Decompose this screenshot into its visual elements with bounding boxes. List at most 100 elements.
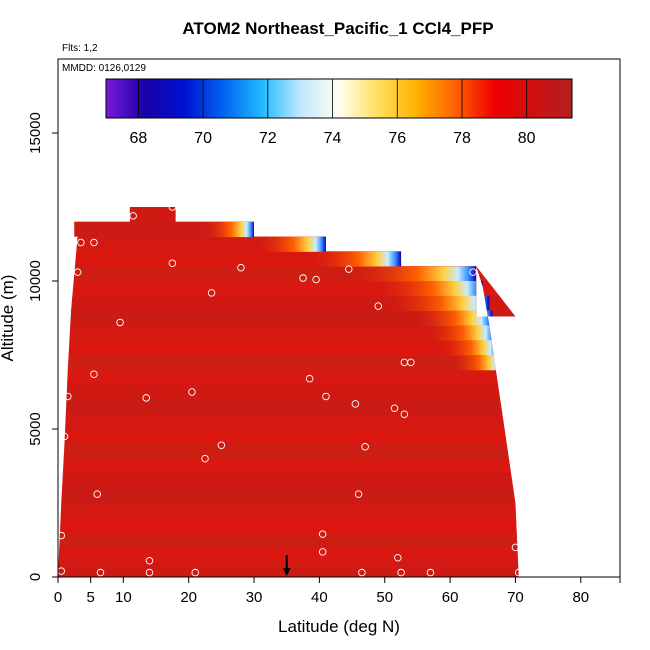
x-tick-label: 30 [246, 589, 263, 606]
sample-point [358, 568, 366, 577]
field-band [58, 414, 519, 430]
sample-point [201, 454, 209, 463]
y-tick-label: 0 [27, 573, 44, 581]
sample-point [514, 568, 523, 577]
y-tick-label: 5000 [27, 412, 44, 445]
sample-point [390, 404, 399, 413]
field-band [58, 547, 519, 563]
sample-point [207, 289, 216, 297]
chart-title: ATOM2 Northeast_Pacific_1 CCl4_PFP [182, 19, 493, 38]
plot-frame [57, 58, 621, 578]
field-edge-band [423, 325, 496, 341]
x-tick-label: 5 [87, 589, 95, 606]
sample-point [511, 543, 520, 552]
x-axis-label: Latitude (deg N) [278, 617, 400, 636]
x-tick-label: 20 [180, 589, 197, 606]
sample-point [142, 394, 150, 402]
sample-point [191, 568, 199, 577]
sample-point [90, 370, 98, 378]
x-tick-label: 50 [376, 589, 393, 606]
colorbar-tick-label: 76 [388, 130, 406, 147]
sample-point [217, 441, 226, 450]
field-edge-band [345, 266, 477, 282]
colorbar-fill [105, 78, 573, 119]
sample-point [305, 374, 314, 383]
field-edge-band [371, 281, 483, 297]
field-band [58, 355, 519, 371]
sample-point [312, 275, 320, 284]
flights-note: Flts: 1,2 [62, 43, 98, 54]
sample-point [60, 432, 69, 441]
field-band [58, 562, 519, 577]
colorbar: 68 70 72 74 76 78 80 [105, 78, 573, 147]
sample-point [77, 238, 85, 247]
field-band [58, 236, 519, 252]
field-edge-band [201, 221, 255, 238]
field-edge-band [306, 251, 402, 267]
sample-point [188, 388, 196, 396]
field-band [58, 325, 519, 341]
sample-point [168, 203, 177, 211]
field-band [58, 532, 519, 548]
sample-point [90, 238, 98, 247]
colorbar-tick-label: 78 [453, 130, 471, 147]
colorbar-tick-label: 68 [129, 130, 147, 147]
sample-point [145, 568, 154, 577]
sample-point [299, 274, 307, 282]
x-tick-label: 10 [115, 589, 132, 606]
sample-point [351, 400, 360, 408]
sample-point [168, 259, 177, 267]
marker-arrow-head [282, 568, 291, 576]
sample-point [318, 530, 327, 538]
sample-point [237, 263, 245, 272]
sample-point [322, 392, 330, 401]
sample-point [505, 420, 513, 429]
y-tick-label: 10000 [27, 260, 44, 302]
sample-point [407, 358, 415, 367]
field-band [58, 369, 519, 386]
sample-point [96, 568, 105, 577]
field-band [58, 488, 519, 504]
sample-point [426, 568, 435, 577]
field-band [58, 473, 519, 489]
sample-point [397, 568, 405, 577]
field-band [58, 310, 519, 326]
dates-note: MMDD: 0126,0129 [62, 63, 146, 74]
sample-point [394, 554, 402, 562]
field-band [58, 207, 519, 223]
sample-point [116, 318, 124, 327]
field-band [58, 266, 519, 282]
sample-point [374, 302, 382, 310]
field-edge-band [450, 355, 503, 371]
x-tick-label: 60 [442, 589, 459, 606]
sample-point [129, 212, 137, 220]
colorbar-tick-label: 74 [324, 130, 342, 147]
field-band [58, 429, 519, 445]
field-band [58, 221, 519, 238]
colorbar-tick-label: 72 [259, 130, 277, 147]
sample-point [469, 268, 477, 276]
x-tick-label: 0 [54, 589, 62, 606]
field-band [58, 443, 519, 460]
y-tick-label: 15000 [27, 112, 44, 154]
sample-point [361, 443, 369, 451]
x-tick-label: 40 [311, 589, 328, 606]
field-edge-band [384, 295, 490, 312]
field-band [58, 517, 519, 534]
sample-point [145, 556, 154, 565]
field-edge-band [410, 310, 493, 326]
field-edge-band [437, 340, 500, 356]
field-band [58, 458, 519, 474]
x-tick-label: 80 [572, 589, 589, 606]
field-band [58, 295, 519, 312]
sample-point [93, 490, 101, 498]
field-edge-band [254, 236, 326, 252]
field-band [58, 384, 519, 400]
field-band [58, 340, 519, 356]
axes: 0 5 10 20 30 40 50 60 70 80 0 5000 10000 15000 [27, 112, 621, 606]
y-axis-label: Altitude (m) [0, 275, 17, 362]
field-band [58, 399, 519, 415]
sample-point [354, 490, 363, 498]
colorbar-tick-label: 70 [194, 130, 212, 147]
